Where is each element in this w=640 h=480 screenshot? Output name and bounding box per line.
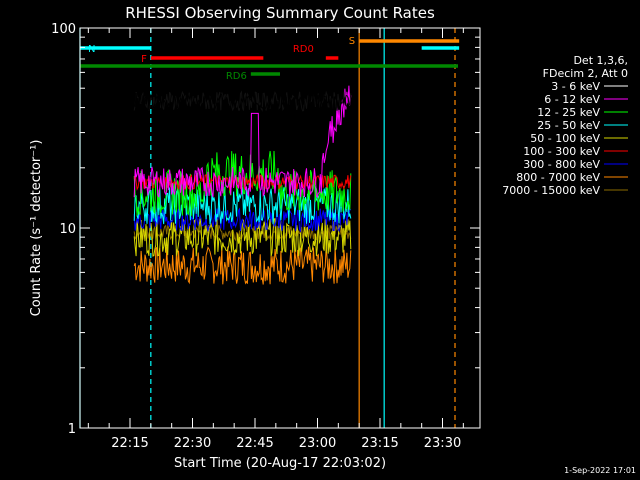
series-line-3-6-kev-trace <box>133 91 352 112</box>
legend-label-800-7000-kev: 800 - 7000 keV <box>516 171 600 184</box>
legend-header-line-2: FDecim 2, Att 0 <box>543 67 628 80</box>
plot-area: N F RD0 RD6 S <box>79 28 460 428</box>
series-line-3-6-kev <box>133 90 352 112</box>
y-tick-label-10: 10 <box>59 222 76 237</box>
legend-label-50-100-kev: 50 - 100 keV <box>530 132 600 145</box>
legend-label-100-300-kev: 100 - 300 keV <box>523 145 600 158</box>
x-tick-label-23:00: 23:00 <box>299 436 336 451</box>
x-tick-label-23:15: 23:15 <box>361 436 398 451</box>
flag-label-f: F <box>141 54 147 65</box>
series-line-800-7000-kev <box>133 246 352 285</box>
series-line-300-800-kev <box>133 207 352 233</box>
flag-label-s: S <box>349 36 355 47</box>
legend-header-line-1: Det 1,3,6, <box>573 54 628 67</box>
x-axis: 22:15 22:30 22:45 23:00 23:15 23:30 <box>87 28 464 451</box>
flag-label-rd0: RD0 <box>293 44 314 55</box>
series-line-50-100-kev <box>133 218 352 257</box>
x-tick-label-23:30: 23:30 <box>424 436 461 451</box>
x-tick-label-22:45: 22:45 <box>236 436 273 451</box>
y-tick-label-1: 1 <box>68 422 76 437</box>
flag-label-rd6: RD6 <box>226 71 247 82</box>
legend-label-25-50-kev: 25 - 50 keV <box>537 119 600 132</box>
chart-title: RHESSI Observing Summary Count Rates <box>125 4 435 22</box>
y-axis: 1 10 100 <box>51 22 480 437</box>
footer-date: 1-Sep-2022 17:01 <box>564 466 636 475</box>
x-tick-label-22:30: 22:30 <box>174 436 211 451</box>
flag-label-n: N <box>88 44 95 55</box>
legend-label-7000-15000-kev: 7000 - 15000 keV <box>502 184 600 197</box>
series-line-7000-15000-kev <box>133 223 352 242</box>
legend-label-300-800-kev: 300 - 800 keV <box>523 158 600 171</box>
legend-label-3-6-kev: 3 - 6 keV <box>551 80 600 93</box>
x-tick-label-22:15: 22:15 <box>111 436 148 451</box>
x-axis-label: Start Time (20-Aug-17 22:03:02) <box>174 456 386 471</box>
y-axis-label: Count Rate (s⁻¹ detector⁻¹) <box>29 140 44 317</box>
series-line-6-12-kev <box>133 85 352 199</box>
y-tick-label-100: 100 <box>51 22 76 37</box>
legend-label-6-12-kev: 6 - 12 keV <box>544 93 600 106</box>
legend-label-12-25-kev: 12 - 25 keV <box>537 106 600 119</box>
